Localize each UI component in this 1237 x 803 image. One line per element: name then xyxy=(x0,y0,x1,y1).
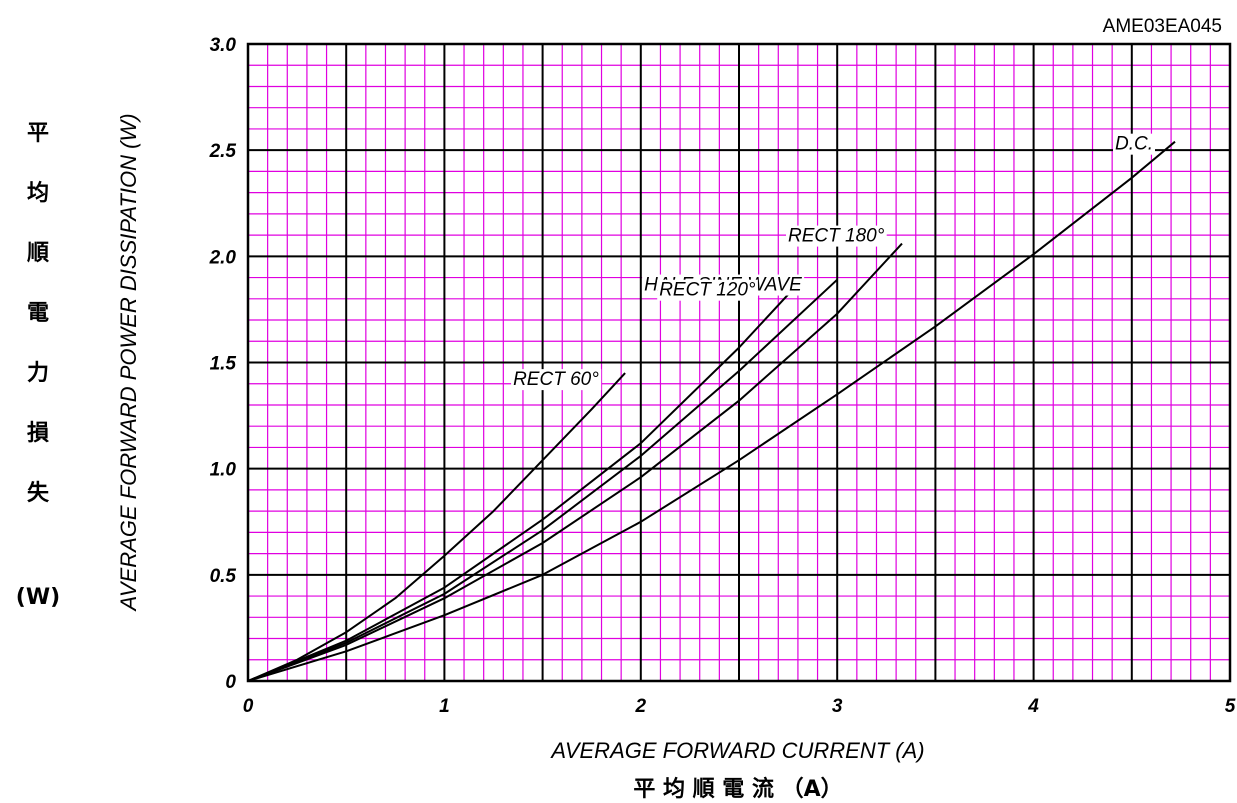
x-tick-label: 5 xyxy=(1225,696,1236,717)
plot-frame xyxy=(246,42,1232,683)
y-axis-title-jp-char: 力 xyxy=(27,361,49,386)
x-tick-label: 4 xyxy=(1027,696,1039,717)
y-tick-label: 2.5 xyxy=(209,141,237,162)
y-axis-title-jp-char: 失 xyxy=(27,481,50,506)
series-label: RECT 180° xyxy=(788,226,885,247)
figure-code: AME03EA045 xyxy=(1103,16,1222,37)
y-axis-title-jp-char: 電 xyxy=(27,301,49,326)
series-label-bg xyxy=(657,279,758,301)
y-tick-label: 3.0 xyxy=(210,35,237,56)
y-tick-label: 1.5 xyxy=(210,354,237,375)
series-line-d-c- xyxy=(247,140,1176,682)
series-line-rect-120- xyxy=(247,278,838,682)
y-axis-title-jp-char: 均 xyxy=(27,180,49,206)
y-axis-title-jp-char: 順 xyxy=(27,241,50,266)
y-tick-label: 1.0 xyxy=(210,460,237,481)
series-line-rect-180- xyxy=(247,242,903,682)
series-line-half-sine-wave xyxy=(247,293,789,682)
y-axis-title-jp-char: 平 xyxy=(27,121,49,146)
series-label-bg xyxy=(786,225,887,247)
y-tick-label: 2.0 xyxy=(209,247,237,268)
series-lines xyxy=(247,140,1176,682)
y-axis-unit-jp: (W) xyxy=(16,585,60,610)
y-axis-title: AVERAGE FORWARD POWER DISSIPATION (W) xyxy=(116,113,141,612)
x-tick-label: 3 xyxy=(832,696,843,717)
major-grid xyxy=(248,44,1230,681)
x-tick-label: 2 xyxy=(635,696,647,717)
y-axis-title-jp-char: 損 xyxy=(27,421,50,446)
x-axis-title-jp: 平 均 順 電 流 （A） xyxy=(633,776,842,802)
series-label: RECT 60° xyxy=(513,369,599,390)
series-line-rect-60- xyxy=(247,372,626,682)
series-label: RECT 120° xyxy=(659,280,756,301)
x-tick-label: 0 xyxy=(243,696,254,717)
x-axis-title: AVERAGE FORWARD CURRENT (A) xyxy=(549,738,924,763)
y-tick-label: 0 xyxy=(225,672,236,693)
series-label: D.C. xyxy=(1115,134,1153,155)
x-tick-label: 1 xyxy=(439,696,450,717)
y-tick-labels: 0 0.5 1.0 1.5 2.0 2.5 3.0 xyxy=(209,35,237,693)
series-label-bg xyxy=(1113,133,1156,155)
y-tick-label: 0.5 xyxy=(210,566,237,587)
x-tick-labels: 0 1 2 3 4 5 xyxy=(243,696,1236,717)
series-label-bg xyxy=(511,369,602,391)
